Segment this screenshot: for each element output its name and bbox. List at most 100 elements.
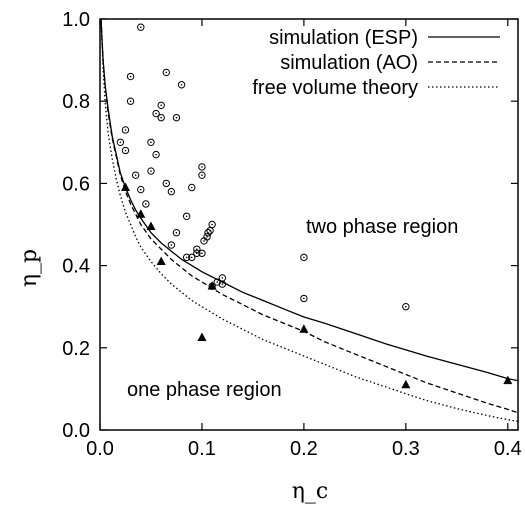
open-circle-point [167, 187, 176, 196]
open-circle-center [206, 236, 208, 238]
open-circle-center [145, 203, 147, 205]
open-circle-center [216, 281, 219, 283]
y-tick-label: 0.6 [62, 173, 90, 195]
open-circle-point [137, 185, 145, 194]
x-axis-title: η_c [292, 479, 329, 504]
open-circle-center [150, 141, 152, 144]
open-circle-center [124, 149, 127, 152]
open-circle-point [152, 150, 160, 159]
open-circle-center [203, 240, 205, 242]
filled-triangle-point [299, 324, 309, 333]
open-circle-point [172, 229, 181, 237]
x-tick-label: 0.0 [86, 438, 114, 460]
open-circle-center [139, 188, 142, 191]
open-circle-center [150, 170, 152, 172]
open-circle-point [172, 113, 181, 122]
open-circle-center [160, 116, 162, 119]
open-circle-point [137, 23, 145, 31]
legend-label-fvt: free volume theory [252, 77, 418, 99]
open-circle-center [201, 252, 203, 255]
open-circle-center [134, 174, 137, 176]
filled-triangle-point [401, 379, 411, 389]
x-tick-label: 0.3 [392, 438, 420, 460]
filled-triangle-point [136, 209, 146, 218]
open-circle-center [129, 75, 132, 78]
open-circle-center [139, 26, 142, 29]
open-circle-point [182, 212, 191, 220]
open-circle-point [167, 241, 176, 249]
open-circle-point [157, 113, 165, 122]
open-circle-center [180, 83, 183, 86]
open-circle-center [185, 215, 188, 218]
open-circle-center [201, 174, 203, 176]
open-circle-center [405, 305, 407, 308]
open-circle-center [185, 256, 188, 259]
open-circle-point [162, 179, 170, 188]
y-tick-label: 0.2 [62, 338, 90, 360]
filled-triangle-point [156, 256, 166, 265]
series-line-dashed [100, 18, 519, 414]
legend: simulation (ESP) simulation (AO) free vo… [252, 27, 500, 99]
open-circle-center [165, 182, 168, 185]
open-circle-point [213, 278, 221, 286]
curve-layer [100, 18, 519, 423]
x-tick-label: 0.4 [494, 438, 522, 460]
y-tick-label: 0.4 [62, 256, 90, 278]
filled-triangle-point [146, 221, 156, 231]
legend-label-esp: simulation (ESP) [269, 27, 418, 49]
filled-triangle-point [503, 375, 513, 385]
open-circle-point [162, 68, 170, 77]
open-circle-center [190, 256, 193, 259]
open-circle-center [221, 277, 224, 279]
marker-layer [116, 23, 513, 389]
open-circle-center [170, 190, 173, 193]
x-tick-label: 0.1 [188, 438, 216, 460]
open-circle-center [211, 223, 213, 226]
open-circle-center [155, 153, 157, 156]
open-circle-point [121, 146, 130, 155]
open-circle-center [170, 244, 173, 246]
open-circle-center [160, 104, 162, 107]
open-circle-center [119, 141, 122, 144]
y-tick-label: 1.0 [62, 9, 90, 31]
y-axis-title: η_p [17, 249, 42, 287]
open-circle-center [175, 231, 178, 234]
open-circle-center [209, 229, 211, 232]
filled-triangle-point [197, 332, 207, 342]
tick-layer: 0.0 0.1 0.2 0.3 0.4 0.0 0.2 0.4 0.6 0.8 1.0 [62, 9, 522, 460]
open-circle-point [152, 109, 160, 118]
open-circle-point [208, 220, 216, 229]
open-circle-center [129, 100, 132, 102]
open-circle-point [402, 303, 410, 311]
open-circle-point [142, 200, 150, 208]
open-circle-point [116, 138, 125, 147]
open-circle-center [201, 166, 203, 168]
open-circle-point [188, 183, 196, 192]
open-circle-center [190, 186, 193, 189]
open-circle-point [204, 229, 212, 237]
series-line-dotted [100, 18, 519, 423]
open-circle-point [193, 245, 201, 253]
open-circle-center [165, 71, 168, 74]
open-circle-point [300, 253, 308, 262]
open-circle-point [198, 163, 206, 171]
x-tick-label: 0.2 [290, 438, 318, 460]
open-circle-point [157, 101, 165, 110]
open-circle-point [188, 253, 196, 262]
open-circle-center [196, 248, 198, 250]
open-circle-center [124, 129, 127, 131]
annotation-two-phase-region: two phase region [306, 216, 458, 238]
open-circle-point [198, 249, 206, 257]
legend-label-ao: simulation (AO) [280, 52, 418, 74]
open-circle-center [303, 297, 305, 300]
open-circle-center [175, 116, 178, 119]
filled-triangle-point [207, 281, 217, 290]
open-circle-point [193, 249, 201, 257]
open-circle-center [196, 252, 198, 255]
annotation-one-phase-region: one phase region [127, 379, 282, 401]
open-circle-point [121, 126, 130, 134]
filled-triangle-point [120, 182, 130, 192]
plot-frame [99, 18, 519, 431]
open-circle-point [131, 171, 140, 179]
